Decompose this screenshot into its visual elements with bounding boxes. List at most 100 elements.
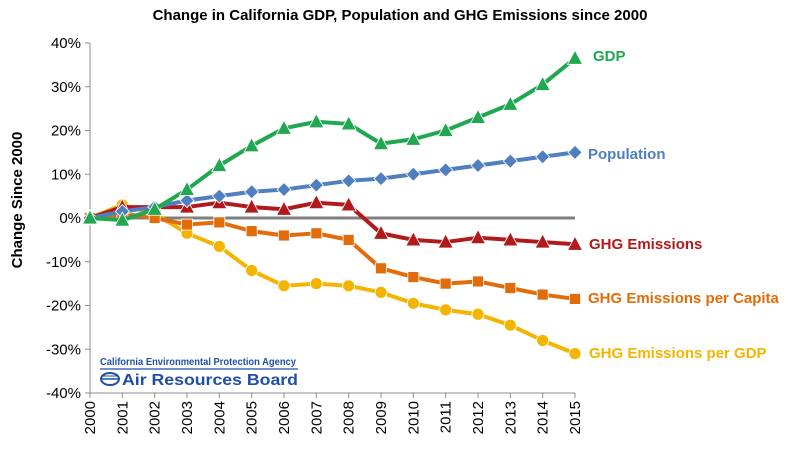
data-point bbox=[437, 121, 454, 137]
series-line bbox=[89, 200, 576, 247]
data-point bbox=[275, 119, 293, 135]
x-tick-label: 2012 bbox=[470, 401, 487, 434]
series-line bbox=[89, 56, 577, 223]
data-point bbox=[181, 218, 193, 231]
data-point bbox=[567, 144, 583, 160]
data-point bbox=[372, 134, 390, 151]
x-tick-label: 2008 bbox=[341, 401, 358, 434]
data-point bbox=[309, 277, 323, 291]
data-point bbox=[439, 303, 453, 317]
data-point bbox=[374, 285, 388, 299]
x-tick-label: 2004 bbox=[211, 401, 228, 434]
data-point bbox=[502, 153, 518, 169]
data-point bbox=[178, 180, 196, 196]
series-label-ghg-emissions: GHG Emissions bbox=[589, 236, 702, 253]
data-point bbox=[437, 233, 454, 249]
data-point bbox=[146, 200, 163, 216]
series-labels: GDP Population GHG Emissions GHG Emissions … bbox=[588, 48, 780, 362]
data-point bbox=[568, 347, 582, 361]
data-point bbox=[472, 275, 484, 288]
data-point bbox=[469, 228, 487, 245]
data-point bbox=[114, 211, 131, 227]
data-point bbox=[439, 277, 452, 290]
data-point bbox=[372, 224, 390, 240]
y-tick-label: -30% bbox=[46, 341, 81, 358]
series-label-ghg-emissions-per-capita: GHG Emissions per Capita bbox=[588, 290, 780, 307]
data-point bbox=[373, 171, 389, 187]
data-point bbox=[342, 279, 356, 293]
series-label-gdp: GDP bbox=[593, 48, 626, 65]
x-tick-label: 2001 bbox=[114, 401, 131, 434]
data-point bbox=[243, 198, 260, 214]
data-point bbox=[438, 162, 454, 178]
data-point bbox=[534, 233, 551, 249]
series-gdp bbox=[81, 49, 584, 227]
series-line bbox=[89, 150, 576, 220]
x-tick-label: 2014 bbox=[535, 401, 552, 434]
data-point bbox=[340, 196, 357, 212]
data-point bbox=[81, 209, 99, 225]
data-point bbox=[405, 130, 422, 146]
y-tick-label: 40% bbox=[51, 35, 81, 52]
x-tick-label: 2007 bbox=[308, 401, 325, 434]
series-line bbox=[89, 202, 576, 356]
y-tick-label: -10% bbox=[46, 254, 81, 271]
x-tick-label: 2011 bbox=[438, 401, 455, 433]
data-point bbox=[534, 75, 551, 91]
data-point bbox=[277, 279, 291, 293]
data-point bbox=[569, 293, 581, 305]
series-label-ghg-emissions-per-gdp: GHG Emissions per GDP bbox=[589, 345, 767, 362]
y-tick-label: 20% bbox=[51, 123, 81, 140]
series-label-population: Population bbox=[588, 146, 666, 163]
data-point bbox=[405, 231, 422, 247]
data-point bbox=[243, 136, 260, 153]
data-point bbox=[566, 49, 584, 65]
data-point bbox=[179, 192, 195, 209]
y-tick-label: 0% bbox=[59, 210, 81, 227]
x-tick-label: 2010 bbox=[405, 401, 422, 434]
logo-board-text: Air Resources Board bbox=[122, 372, 298, 389]
data-point bbox=[470, 157, 486, 174]
y-tick-label: -20% bbox=[46, 298, 81, 315]
series-ghg-emissions-per-capita bbox=[84, 207, 581, 305]
series-group bbox=[81, 49, 584, 361]
x-tick-label: 2013 bbox=[502, 401, 519, 434]
data-point bbox=[504, 282, 517, 294]
data-point bbox=[244, 184, 260, 200]
x-tick-label: 2000 bbox=[82, 401, 99, 434]
y-tick-label: 30% bbox=[51, 79, 81, 96]
data-point bbox=[245, 225, 258, 238]
data-point bbox=[278, 229, 290, 242]
x-tick-label: 2003 bbox=[179, 401, 196, 434]
x-tick-label: 2005 bbox=[244, 401, 261, 434]
data-point bbox=[405, 166, 421, 182]
chart-title: Change in California GDP, Population and… bbox=[152, 7, 648, 24]
data-point bbox=[407, 271, 420, 283]
data-point bbox=[536, 334, 550, 347]
data-point bbox=[471, 307, 485, 321]
axes: 40% 30% 20% 10% 0% -10% -20% -30% -40%2000 2001 20… bbox=[46, 35, 584, 434]
data-point bbox=[502, 231, 519, 247]
logo-agency-text: California Environmental Protection Agen… bbox=[100, 357, 296, 368]
arb-emblem-icon bbox=[100, 372, 120, 386]
data-point bbox=[340, 115, 357, 131]
x-tick-label: 2006 bbox=[276, 401, 293, 434]
data-point bbox=[310, 227, 323, 240]
data-point bbox=[308, 177, 324, 193]
data-point bbox=[342, 233, 355, 246]
data-point bbox=[276, 181, 292, 198]
data-point bbox=[245, 264, 259, 277]
series-line bbox=[89, 211, 576, 301]
data-point bbox=[469, 108, 487, 124]
data-point bbox=[213, 216, 226, 229]
data-point bbox=[308, 193, 325, 210]
data-point bbox=[275, 200, 293, 216]
x-tick-label: 2015 bbox=[567, 401, 584, 434]
data-point bbox=[211, 156, 228, 172]
air-resources-board-logo: California Environmental Protection Agen… bbox=[100, 357, 298, 389]
data-point bbox=[341, 173, 357, 189]
data-point bbox=[308, 112, 325, 129]
data-point bbox=[536, 288, 549, 301]
data-point bbox=[406, 296, 420, 310]
